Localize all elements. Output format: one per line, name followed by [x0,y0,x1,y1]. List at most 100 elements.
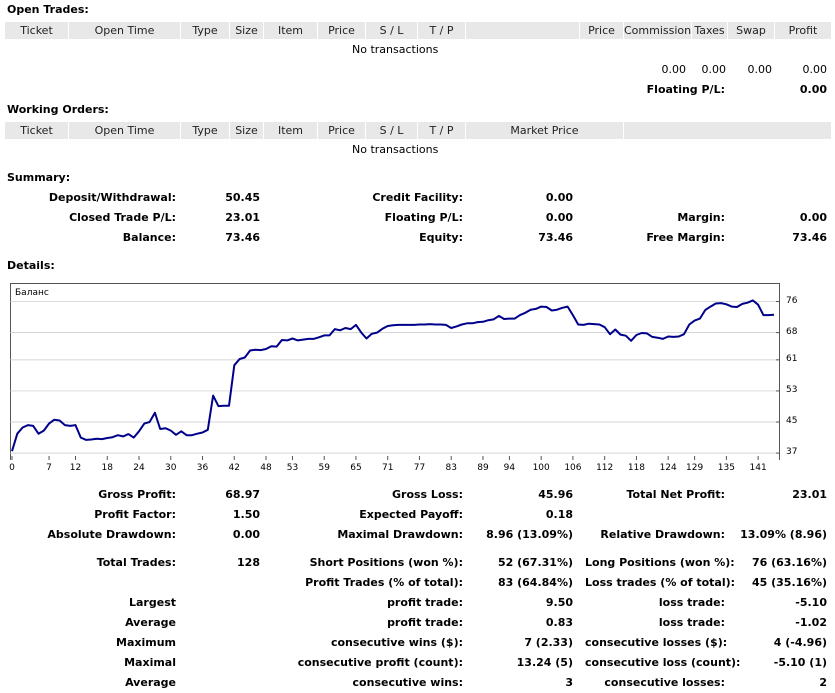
details-value-c: 4 (-4.96) [773,636,827,649]
details-label-a: Profit Factor: [94,508,176,521]
col-price-2[interactable]: Price [580,22,624,39]
y-tick-label: 68 [786,326,798,337]
details-value-b: 52 (67.31%) [497,556,573,569]
details-label-a: Largest [129,596,176,609]
details-value-c: -5.10 (1) [773,656,827,669]
chart-legend: Баланс [15,288,49,298]
details-label-b: Profit Trades (% of total): [305,576,463,589]
balance-value: 73.46 [225,231,260,244]
x-tick-label: 77 [413,463,426,473]
free-margin-value: 73.46 [792,231,827,244]
y-tick-label: 61 [786,353,798,364]
x-tick-label: 141 [749,463,767,473]
open-trades-heading: Open Trades: [7,3,89,16]
col-price[interactable]: Price [318,122,366,139]
details-value-c: 45 (35.16%) [751,576,827,589]
details-label-b: consecutive wins: [352,676,463,689]
details-label-c: loss trade: [658,616,725,629]
balance-chart: Баланс [10,283,780,460]
total-swap: 0.00 [747,63,773,76]
details-value-b: 45.96 [538,488,573,501]
closed-pl-label: Closed Trade P/L: [69,211,176,224]
details-value-b: 7 (2.33) [524,636,573,649]
col-sl[interactable]: S / L [366,122,418,139]
col-open-time[interactable]: Open Time [69,22,181,39]
x-tick-label: 71 [381,463,394,473]
x-tick-label: 124 [659,463,677,473]
floating-pl-label: Floating P/L: [384,211,463,224]
details-label-b: profit trade: [387,596,463,609]
details-value-c: -5.10 [795,596,827,609]
total-commission: 0.00 [661,63,687,76]
working-orders-empty: No transactions [352,143,439,156]
details-value-b: 8.96 (13.09%) [486,528,573,541]
details-label-c: Relative Drawdown: [600,528,725,541]
details-value-c: 13.09% (8.96) [740,528,827,541]
col-sl[interactable]: S / L [366,22,418,39]
y-tick-label: 37 [786,447,798,458]
open-trades-empty: No transactions [352,43,439,56]
x-tick-label: 83 [445,463,457,473]
col-open-time[interactable]: Open Time [69,122,181,139]
col-ticket[interactable]: Ticket [5,122,69,139]
details-label-b: Gross Loss: [392,488,463,501]
credit-label: Credit Facility: [372,191,463,204]
details-label-c: consecutive losses ($): [585,636,728,649]
x-tick-label: 89 [477,463,489,473]
col-type[interactable]: Type [181,22,230,39]
details-label-a: Average [125,616,176,629]
details-label-a: Maximal [124,656,176,669]
x-tick-label: 118 [627,463,645,473]
details-value-a: 68.97 [225,488,260,501]
col-commission[interactable]: Commission [624,22,692,39]
col-profit[interactable]: Profit [788,24,818,37]
details-label-c: consecutive loss (count): [585,656,741,669]
x-tick-label: 30 [165,463,177,473]
col-size[interactable]: Size [230,22,264,39]
details-label-b: consecutive profit (count): [297,656,463,669]
total-taxes: 0.00 [701,63,727,76]
details-value-b: 0.83 [545,616,573,629]
details-label-c: Total Net Profit: [626,488,726,501]
col-taxes[interactable]: Taxes [692,22,728,39]
y-tick-label: 53 [786,384,798,395]
x-tick-label: 106 [564,463,582,473]
col-tp[interactable]: T / P [418,122,466,139]
details-value-c: 23.01 [792,488,827,501]
working-orders-header: Ticket Open Time Type Size Item Price S … [5,122,831,139]
col-tp[interactable]: T / P [418,22,466,39]
col-type[interactable]: Type [181,122,230,139]
open-floating-value: 0.00 [799,83,827,96]
col-ticket[interactable]: Ticket [5,22,69,39]
col-size[interactable]: Size [230,122,264,139]
details-value-b: 13.24 (5) [516,656,573,669]
balance-label: Balance: [122,231,176,244]
deposit-value: 50.45 [225,191,260,204]
details-label-b: Expected Payoff: [359,508,463,521]
equity-label: Equity: [419,231,463,244]
col-spacer [624,122,831,139]
chart-grid [10,301,780,460]
details-value-a: 0.00 [232,528,260,541]
x-tick-label: 129 [686,463,704,473]
details-value-b: 0.18 [545,508,573,521]
x-tick-label: 100 [532,463,550,473]
col-item[interactable]: Item [264,22,318,39]
col-market-price[interactable]: Market Price [466,122,624,139]
details-value-c: 76 (63.16%) [751,556,827,569]
margin-label: Margin: [677,211,725,224]
col-swap[interactable]: Swap [728,22,775,39]
col-price[interactable]: Price [318,22,366,39]
details-label-a: Average [125,676,176,689]
deposit-label: Deposit/Withdrawal: [48,191,176,204]
x-tick-label: 48 [260,463,272,473]
working-orders-heading: Working Orders: [7,103,109,116]
margin-value: 0.00 [799,211,827,224]
details-label-c: Long Positions (won %): [585,556,735,569]
details-label-c: loss trade: [658,596,725,609]
col-item[interactable]: Item [264,122,318,139]
details-value-b: 83 (64.84%) [497,576,573,589]
details-value-b: 9.50 [545,596,573,609]
details-value-c: -1.02 [795,616,827,629]
details-label-b: profit trade: [387,616,463,629]
